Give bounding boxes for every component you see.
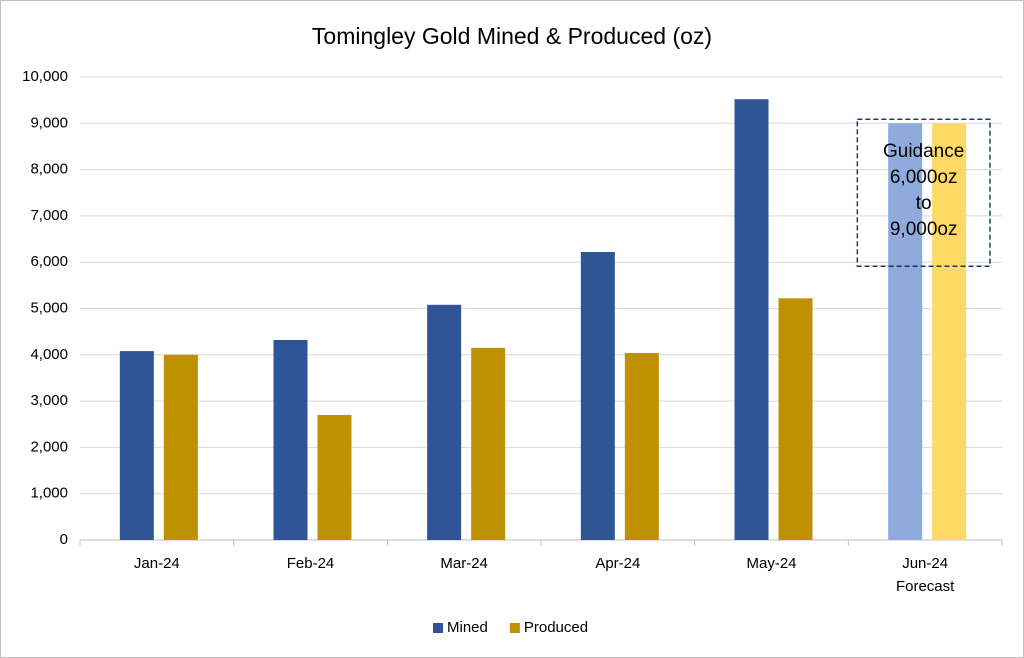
- x-tick-label: Jun-24 Forecast: [895, 555, 955, 595]
- y-tick-label: 1,000: [30, 485, 68, 502]
- bar: [427, 304, 462, 540]
- legend-swatch: [433, 623, 443, 633]
- y-tick-label: 10,000: [22, 68, 68, 85]
- annotation-text: Guidance 6,000oz to 9,000oz: [882, 141, 965, 241]
- x-tick-label: Jan-24: [133, 555, 180, 572]
- bar: [734, 99, 769, 540]
- chart-title: Tomingley Gold Mined & Produced (oz): [312, 23, 712, 49]
- y-tick-label: 8,000: [30, 161, 68, 178]
- guidance-box: [856, 118, 991, 267]
- x-tick-label: Feb-24: [286, 555, 335, 572]
- x-tick-label: Mar-24: [440, 555, 488, 572]
- y-tick-label: 9,000: [30, 114, 68, 131]
- bar: [163, 354, 198, 540]
- y-tick-label: 0: [60, 531, 68, 548]
- legend-swatch: [509, 623, 520, 633]
- x-tick-label: Apr-24: [595, 555, 641, 572]
- bar: [580, 252, 615, 540]
- bar: [932, 123, 967, 541]
- y-tick-label: 2,000: [30, 438, 68, 455]
- legend-label: Mined: [447, 619, 488, 636]
- x-tick-label: May-24: [746, 555, 797, 572]
- bar: [888, 123, 923, 541]
- bar: [317, 414, 352, 540]
- y-tick-label: 5,000: [30, 299, 68, 316]
- bar: [273, 339, 308, 540]
- bar: [471, 347, 506, 540]
- bar: [624, 352, 659, 540]
- bar: [778, 298, 813, 540]
- y-tick-label: 3,000: [30, 392, 68, 409]
- bar: [119, 351, 154, 540]
- y-tick-label: 6,000: [30, 253, 68, 270]
- y-tick-label: 4,000: [30, 346, 68, 363]
- legend-label: Produced: [524, 619, 588, 636]
- y-tick-label: 7,000: [30, 207, 68, 224]
